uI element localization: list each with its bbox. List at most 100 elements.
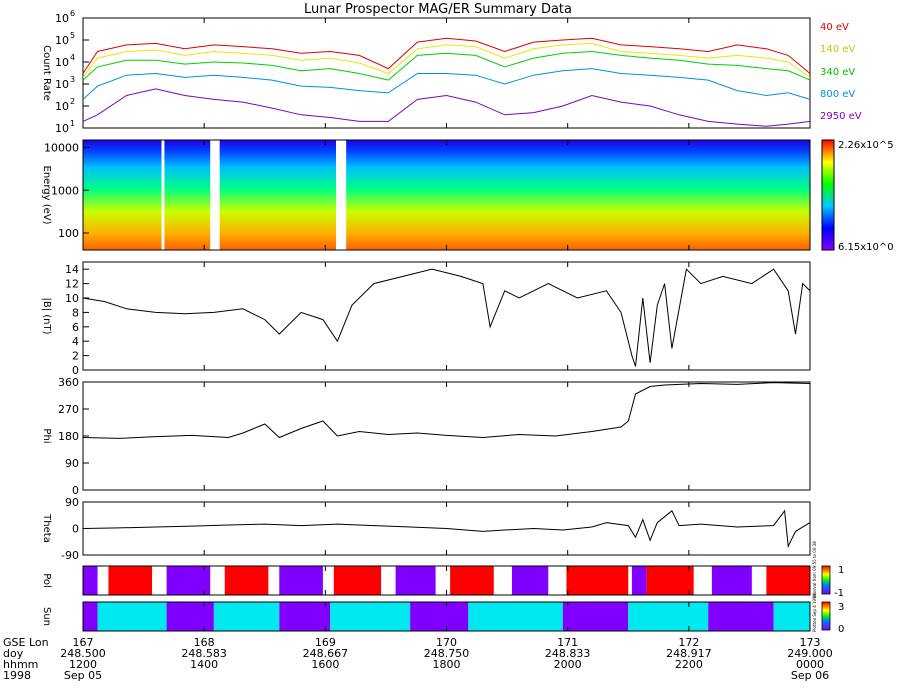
colorbar-min-label: 6.15x10^0 xyxy=(838,242,894,253)
segment-bar xyxy=(468,602,563,631)
segment-bar xyxy=(646,566,694,595)
x-tick-label: 1400 xyxy=(190,658,218,671)
x-tick-label: 1600 xyxy=(311,658,339,671)
data-gap xyxy=(210,140,220,250)
series-line-0 xyxy=(82,37,811,74)
legend-340ev: 340 eV xyxy=(820,67,855,78)
y-tick-label: 10 xyxy=(55,56,69,69)
y-tick-label: 90 xyxy=(65,496,79,509)
y-tick-label: 10 xyxy=(55,78,69,91)
segment-bar xyxy=(279,602,331,631)
y-tick-label: 10 xyxy=(55,100,69,113)
x-tick-label: 2000 xyxy=(554,658,582,671)
y-tick-exponent: 1 xyxy=(70,119,75,128)
theta-panel: Theta -90 0 90 xyxy=(41,496,811,562)
y-axis-label: Sun xyxy=(41,607,52,626)
legend-140ev: 140 eV xyxy=(820,44,855,55)
panel-frame xyxy=(82,261,811,371)
data-line xyxy=(82,382,811,439)
x-tick-label: 169 xyxy=(315,636,336,649)
sun-panel: Sun xyxy=(41,601,811,632)
y-axis-label: Energy (eV) xyxy=(41,166,52,225)
y-tick-exponent: 4 xyxy=(70,53,75,62)
y-tick-label: 8 xyxy=(72,306,79,319)
series-line-4 xyxy=(82,88,811,127)
y-tick-label: 0 xyxy=(72,523,79,536)
x-tick-label: Sep 06 xyxy=(791,669,829,682)
segment-bar xyxy=(213,602,280,631)
polarity-panel: Pol xyxy=(41,565,811,596)
segment-bar xyxy=(711,566,752,595)
x-tick-label: 248.667 xyxy=(303,647,349,660)
segment-bar xyxy=(628,602,709,631)
y-tick-exponent: 3 xyxy=(70,75,75,84)
y-axis-label: Pol xyxy=(41,573,52,588)
sun-cbar-tick-3: 3 xyxy=(838,602,844,613)
x-tick-label: 168 xyxy=(194,636,215,649)
y-tick-label: 0 xyxy=(72,484,79,497)
segment-bar xyxy=(450,566,494,595)
y-tick-label: 100 xyxy=(58,227,79,240)
y-tick-label: 4 xyxy=(72,335,79,348)
y-tick-label: 1000 xyxy=(51,184,79,197)
y-axis-label: Phi xyxy=(41,428,52,443)
y-tick-label: 10000 xyxy=(44,142,79,155)
segment-bar xyxy=(631,566,647,595)
y-tick-label: 10 xyxy=(65,292,79,305)
y-tick-label: 270 xyxy=(58,403,79,416)
legend-2950ev: 2950 eV xyxy=(820,111,862,122)
y-tick-label: 90 xyxy=(65,457,79,470)
x-axis-labels: GSE Lon doy hhmm 1998 167248.5001200Sep … xyxy=(3,636,833,682)
x-tick-label: 249.000 xyxy=(787,647,833,660)
y-tick-label: 10 xyxy=(55,122,69,135)
x-tick-label: 248.500 xyxy=(60,647,106,660)
sun-colorbar: 3 0 Plotted Sep 4 1998 xyxy=(812,593,844,635)
pol-cbar-tick-1: 1 xyxy=(838,565,844,576)
y-tick-label: 2 xyxy=(72,350,79,363)
pol-cbar-caption: Interval from 09:55 to 00:38 xyxy=(812,541,817,598)
segment-bar xyxy=(766,566,810,595)
segment-bar xyxy=(566,566,629,595)
phi-panel: Phi 0 90 180 270 360 xyxy=(41,376,811,497)
y-tick-label: -90 xyxy=(61,549,79,562)
x-tick-label: 167 xyxy=(73,636,94,649)
colorbar-max-label: 2.26x10^5 xyxy=(838,140,894,151)
x-tick-label: 248.833 xyxy=(545,647,591,660)
spectrogram-field xyxy=(83,140,810,250)
x-tick-label: Sep 05 xyxy=(64,669,102,682)
y-tick-label: 10 xyxy=(55,12,69,25)
x-tick-label: 248.583 xyxy=(181,647,227,660)
xaxis-row-doy: doy xyxy=(3,647,24,660)
xaxis-row-lon: GSE Lon xyxy=(3,636,49,649)
xaxis-row-hhmm: hhmm xyxy=(3,658,38,671)
segment-bar xyxy=(330,602,411,631)
segment-bar xyxy=(395,566,436,595)
segment-bar xyxy=(511,566,549,595)
sun-cbar-caption: Plotted Sep 4 1998 xyxy=(812,593,817,632)
x-tick-label: 2200 xyxy=(675,658,703,671)
segment-bar xyxy=(83,566,98,595)
x-tick-label: 172 xyxy=(678,636,699,649)
x-tick-label: 171 xyxy=(557,636,578,649)
y-tick-exponent: 5 xyxy=(70,31,75,40)
x-tick-label: 0000 xyxy=(796,658,824,671)
xaxis-row-year: 1998 xyxy=(3,669,31,682)
y-axis-label: Theta xyxy=(41,513,52,543)
data-line xyxy=(82,509,811,548)
legend-800ev: 800 eV xyxy=(820,89,855,100)
segment-bar xyxy=(410,602,469,631)
x-tick-label: 1200 xyxy=(69,658,97,671)
series-line-1 xyxy=(82,42,811,78)
pol-cbar-tick-neg1: -1 xyxy=(834,588,844,599)
segment-bar xyxy=(333,566,382,595)
segment-bar xyxy=(108,566,153,595)
y-tick-label: 6 xyxy=(72,321,79,334)
energy-spectrogram-panel: Energy (eV) 100 1000 10000 xyxy=(41,139,811,251)
y-tick-label: 12 xyxy=(65,278,79,291)
y-axis-label: Count Rate xyxy=(41,45,52,101)
y-tick-label: 0 xyxy=(72,364,79,377)
segment-bar xyxy=(83,602,98,631)
